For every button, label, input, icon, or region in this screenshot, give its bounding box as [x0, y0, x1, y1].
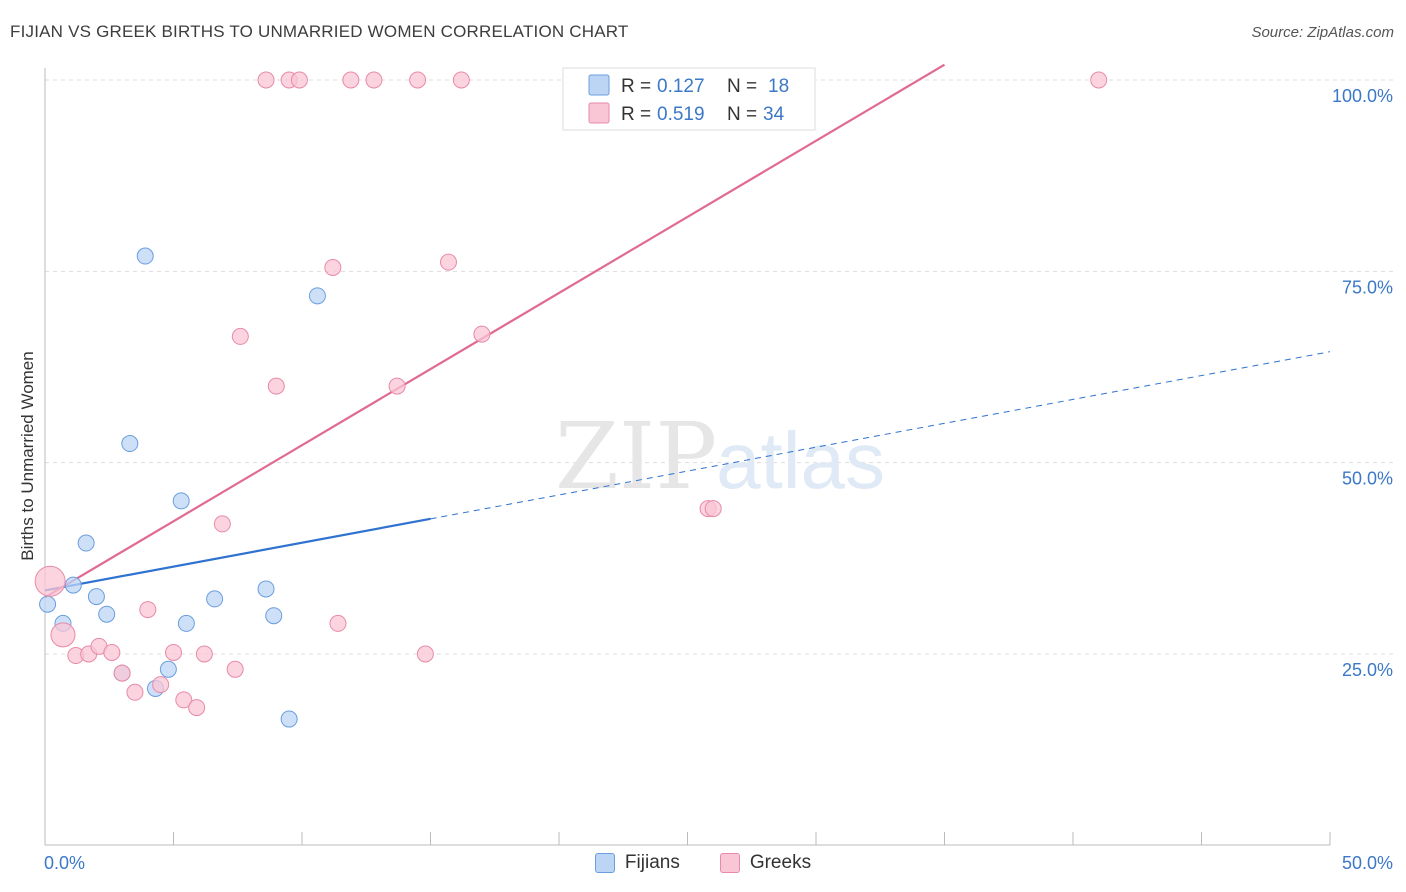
legend-r-label-greeks: R = [621, 104, 651, 125]
fijians-point-2 [64, 576, 82, 594]
greeks-point-10 [165, 643, 182, 661]
legend-n-label-fijians: N = [727, 76, 757, 97]
greeks-point-9 [152, 676, 170, 694]
fijians-point-14 [257, 580, 275, 598]
greeks-point-8 [139, 601, 157, 619]
fijians-point-5 [98, 605, 116, 623]
fijians-trend-line [44, 517, 431, 592]
legend-r-label-fijians: R = [621, 76, 651, 97]
series-legend: Fijians Greeks [0, 852, 1406, 874]
data-points [34, 71, 1108, 728]
fijians-point-11 [172, 492, 190, 510]
fijians-point-12 [177, 614, 195, 632]
greeks-point-33 [1090, 71, 1108, 89]
legend-swatch-fijians [588, 74, 610, 96]
greeks-point-22 [329, 614, 347, 632]
greeks-point-5 [103, 643, 121, 661]
y-axis-label: Births to Unmarried Women [18, 351, 37, 560]
greeks-point-29 [452, 71, 470, 89]
fijians-point-15 [265, 607, 283, 625]
legend-n-value-fijians: 18 [768, 76, 789, 97]
y-tick-label-75: 75.0% [1342, 277, 1393, 297]
greeks-point-21 [324, 259, 342, 277]
greeks-point-0 [34, 565, 66, 597]
legend-swatch-greeks [588, 102, 610, 124]
legend-n-label-greeks: N = [727, 104, 757, 125]
greeks-point-7 [126, 683, 144, 701]
greeks-point-17 [257, 71, 275, 89]
greeks-point-20 [290, 71, 308, 89]
greeks-point-27 [416, 645, 434, 663]
greeks-point-25 [388, 377, 406, 395]
greeks-point-11 [175, 691, 193, 709]
x-tick-label-min: 0.0% [44, 853, 85, 873]
greeks-point-14 [213, 515, 231, 533]
trend-lines [44, 63, 1331, 599]
greeks-point-28 [439, 253, 457, 271]
greeks-trend-line [44, 63, 946, 599]
greeks-point-32 [704, 500, 722, 518]
greeks-point-15 [226, 660, 244, 678]
greeks-point-30 [473, 325, 491, 343]
fijians-point-8 [136, 247, 154, 265]
greeks-point-13 [195, 645, 213, 663]
y-tick-labels: 25.0% 50.0% 75.0% 100.0% [1332, 86, 1393, 680]
greeks-point-12 [188, 699, 206, 717]
fijians-label: Fijians [624, 852, 680, 873]
greeks-point-18 [267, 377, 285, 395]
greeks-point-24 [365, 71, 383, 89]
fijians-point-0 [39, 595, 57, 613]
grid-lines [45, 79, 1393, 655]
axes [44, 68, 1331, 846]
watermark-zip: ZIP [555, 403, 717, 510]
y-tick-label-25: 25.0% [1342, 660, 1393, 680]
greeks-point-16 [231, 327, 249, 345]
watermark-atlas: atlas [716, 416, 885, 505]
greeks-point-23 [342, 71, 360, 89]
fijians-trend-extension [430, 351, 1331, 520]
fijians-swatch [594, 853, 615, 873]
legend-item-fijians: Fijians [594, 852, 680, 874]
watermark: ZIP atlas [555, 403, 885, 510]
source-note: Source: ZipAtlas.com [1251, 24, 1394, 41]
y-tick-label-50: 50.0% [1342, 469, 1393, 489]
fijians-point-7 [121, 435, 139, 453]
legend-item-greeks: Greeks [719, 852, 812, 874]
legend-r-value-greeks: 0.519 [657, 104, 705, 125]
legend-n-value-greeks: 34 [763, 104, 785, 125]
fijians-point-10 [159, 660, 177, 678]
fijians-point-17 [308, 287, 326, 305]
fijians-point-3 [77, 534, 95, 552]
greeks-point-6 [113, 664, 131, 682]
y-tick-label-100: 100.0% [1332, 86, 1393, 106]
x-tick-label-max: 50.0% [1342, 853, 1393, 873]
greeks-swatch [719, 853, 740, 873]
greeks-point-1 [50, 622, 76, 648]
fijians-point-13 [206, 590, 224, 608]
greeks-label: Greeks [749, 852, 812, 873]
chart-title: FIJIAN VS GREEK BIRTHS TO UNMARRIED WOME… [10, 22, 629, 41]
legend-r-value-fijians: 0.127 [657, 76, 705, 97]
fijians-point-4 [87, 588, 105, 606]
correlation-legend: R = 0.127 N = 18 R = 0.519 N = 34 [562, 67, 816, 131]
greeks-point-26 [409, 71, 427, 89]
fijians-point-16 [280, 710, 298, 728]
